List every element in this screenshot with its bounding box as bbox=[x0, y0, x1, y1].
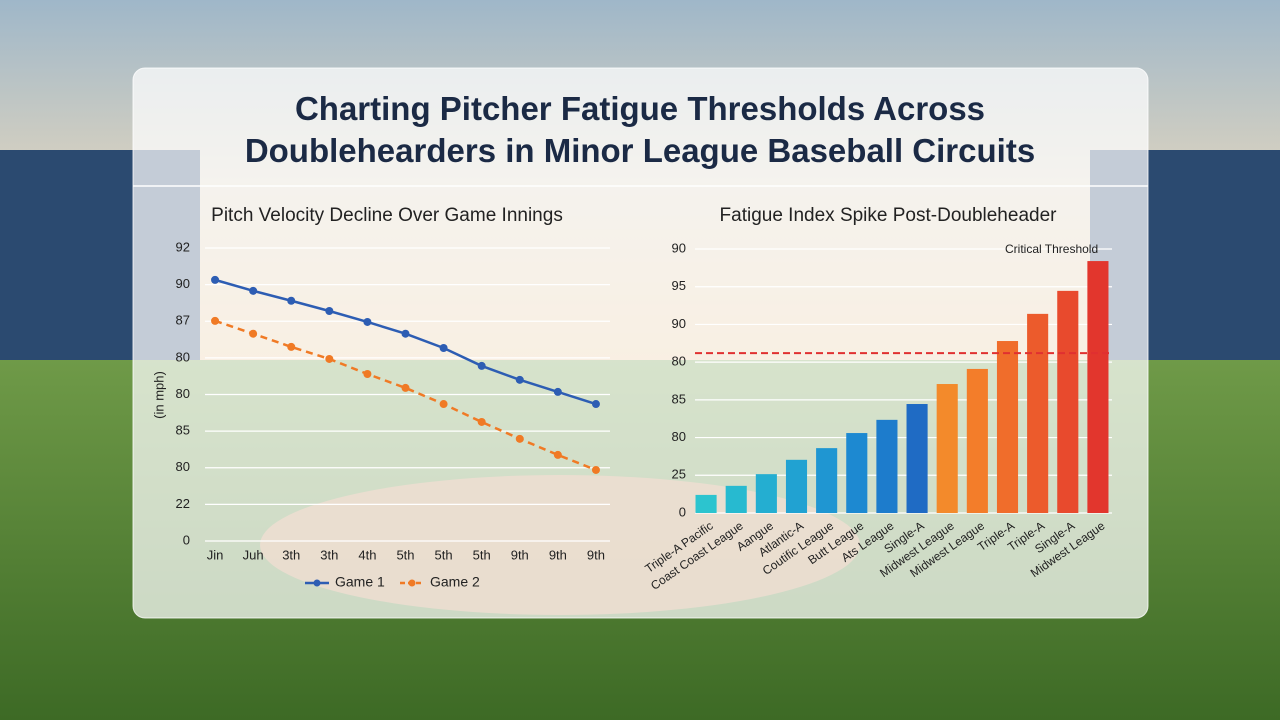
y-tick-label: 95 bbox=[672, 278, 686, 293]
x-tick-label: 9th bbox=[511, 547, 529, 562]
point bbox=[401, 383, 410, 392]
page-title: Charting Pitcher Fatigue Thresholds Acro… bbox=[244, 90, 1036, 169]
x-tick-label: 3th bbox=[320, 547, 338, 562]
legend-label: Game 2 bbox=[430, 574, 480, 590]
y-tick-label: 80 bbox=[176, 386, 190, 401]
point bbox=[477, 417, 486, 426]
point bbox=[591, 465, 600, 474]
bar bbox=[785, 459, 808, 513]
bar bbox=[816, 448, 838, 513]
point bbox=[515, 434, 524, 443]
y-tick-label: 90 bbox=[176, 276, 190, 291]
point bbox=[553, 387, 562, 396]
point bbox=[287, 296, 296, 305]
x-tick-label: 5th bbox=[435, 547, 453, 562]
y-tick-label: 85 bbox=[672, 391, 686, 406]
point bbox=[591, 400, 600, 409]
point bbox=[249, 329, 258, 338]
bar bbox=[966, 368, 988, 513]
y-tick-label: 92 bbox=[176, 239, 190, 254]
bar bbox=[876, 419, 898, 513]
y-tick-label: 85 bbox=[176, 423, 190, 438]
x-tick-label: 4th bbox=[358, 547, 376, 562]
y-tick-label: 90 bbox=[672, 316, 686, 331]
point bbox=[325, 354, 334, 363]
y-tick-label: 22 bbox=[176, 496, 190, 511]
x-tick-label: 9th bbox=[587, 547, 605, 562]
point bbox=[515, 375, 524, 384]
bar bbox=[1027, 313, 1049, 513]
y-tick-label: 0 bbox=[679, 504, 686, 519]
bar bbox=[755, 474, 777, 513]
bar bbox=[936, 384, 958, 513]
bar bbox=[996, 341, 1019, 513]
x-tick-label: Juh bbox=[243, 547, 264, 562]
x-tick-label: Jin bbox=[207, 547, 224, 562]
legend-marker bbox=[408, 579, 416, 587]
point bbox=[211, 316, 220, 325]
point bbox=[249, 286, 258, 295]
point bbox=[211, 275, 220, 284]
point bbox=[401, 329, 410, 338]
point bbox=[439, 343, 448, 352]
y-tick-label: 90 bbox=[672, 240, 686, 255]
bar bbox=[1057, 290, 1079, 513]
x-tick-label: 9th bbox=[549, 547, 567, 562]
y-axis-label: (in mph) bbox=[151, 371, 166, 419]
y-tick-label: 80 bbox=[176, 349, 190, 364]
bar bbox=[906, 404, 928, 513]
point bbox=[363, 317, 372, 326]
point bbox=[325, 306, 334, 315]
threshold-label: Critical Threshold bbox=[1005, 242, 1098, 256]
x-tick-label: 3th bbox=[282, 547, 300, 562]
line bbox=[214, 319, 597, 472]
legend-label: Game 1 bbox=[335, 574, 385, 590]
bar bbox=[846, 433, 868, 513]
point bbox=[477, 361, 486, 370]
y-tick-label: 80 bbox=[176, 459, 190, 474]
bar bbox=[695, 494, 717, 513]
point bbox=[363, 369, 372, 378]
point bbox=[553, 450, 562, 459]
chart-title: Pitch Velocity Decline Over Game Innings bbox=[211, 205, 563, 226]
y-tick-label: 25 bbox=[672, 467, 686, 482]
y-tick-label: 80 bbox=[672, 429, 686, 444]
x-tick-label: 5th bbox=[396, 547, 414, 562]
bar bbox=[725, 485, 747, 513]
point bbox=[287, 342, 296, 351]
legend-marker bbox=[313, 579, 321, 587]
x-tick-label: 5th bbox=[473, 547, 491, 562]
point bbox=[439, 400, 448, 409]
y-tick-label: 0 bbox=[183, 532, 190, 547]
y-tick-label: 87 bbox=[176, 313, 190, 328]
y-tick-label: 80 bbox=[672, 354, 686, 369]
bar bbox=[1087, 261, 1109, 513]
chart-title: Fatigue Index Spike Post-Doubleheader bbox=[720, 205, 1058, 226]
